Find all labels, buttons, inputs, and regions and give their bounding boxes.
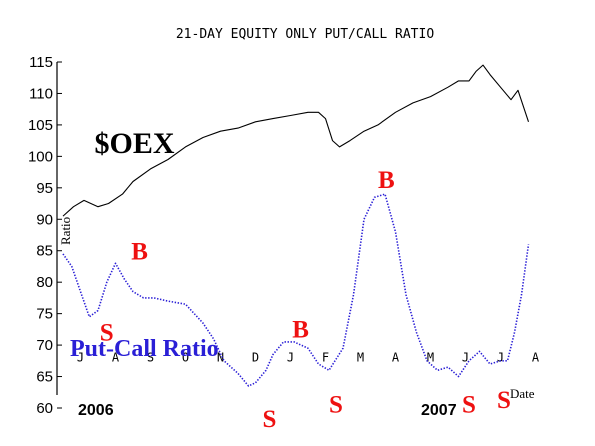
month-label: M — [427, 351, 434, 365]
oex-label: $OEX — [95, 127, 175, 160]
month-label: S — [147, 351, 154, 365]
y-axis: 115 110 105 100 95 90 85 80 75 70 65 60 — [28, 54, 62, 417]
y-tick-label: 90 — [36, 211, 53, 228]
y-tick-label: 115 — [29, 54, 53, 71]
y-tick-label: 80 — [36, 274, 53, 291]
month-label: A — [112, 351, 120, 365]
y-tick-label: 60 — [36, 400, 53, 417]
sell-signal-label: S — [462, 391, 476, 418]
series-layer — [62, 64, 530, 387]
month-label: F — [322, 351, 329, 365]
month-label: A — [392, 351, 400, 365]
month-label: D — [252, 351, 259, 365]
month-label: J — [462, 351, 469, 365]
month-label: A — [532, 351, 540, 365]
y-tick-label: 65 — [36, 369, 53, 386]
sell-signal-label: S — [263, 406, 277, 433]
sell-signal-label: S — [100, 320, 114, 347]
year-2007-label: 2007 — [421, 402, 457, 419]
month-label: J — [497, 351, 504, 365]
chart-title: 21-DAY EQUITY ONLY PUT/CALL RATIO — [176, 27, 434, 42]
oex-series-line — [62, 64, 530, 217]
put-call-series-line — [62, 193, 530, 387]
y-axis-label: Ratio — [58, 217, 73, 245]
month-label: M — [357, 351, 364, 365]
month-label: O — [182, 351, 189, 365]
y-tick-label: 75 — [36, 306, 53, 323]
y-tick-label: 95 — [36, 180, 53, 197]
month-label: N — [217, 351, 224, 365]
y-tick-label: 105 — [28, 117, 53, 134]
month-label: J — [77, 351, 84, 365]
y-tick-label: 100 — [28, 148, 53, 165]
x-axis-label: Date — [510, 386, 535, 401]
y-tick-label: 110 — [29, 85, 53, 102]
y-tick-label: 70 — [36, 337, 53, 354]
year-2006-label: 2006 — [78, 402, 114, 419]
sell-signal-label: S — [329, 391, 343, 418]
buy-signal-label: B — [131, 239, 148, 266]
buy-signal-label: B — [292, 317, 309, 344]
buy-signal-label: B — [378, 167, 395, 194]
put-call-ratio-label: Put-Call Ratio — [70, 336, 219, 362]
y-tick-label: 85 — [36, 243, 53, 260]
month-label: J — [287, 351, 294, 365]
sell-signal-label: S — [497, 387, 511, 414]
